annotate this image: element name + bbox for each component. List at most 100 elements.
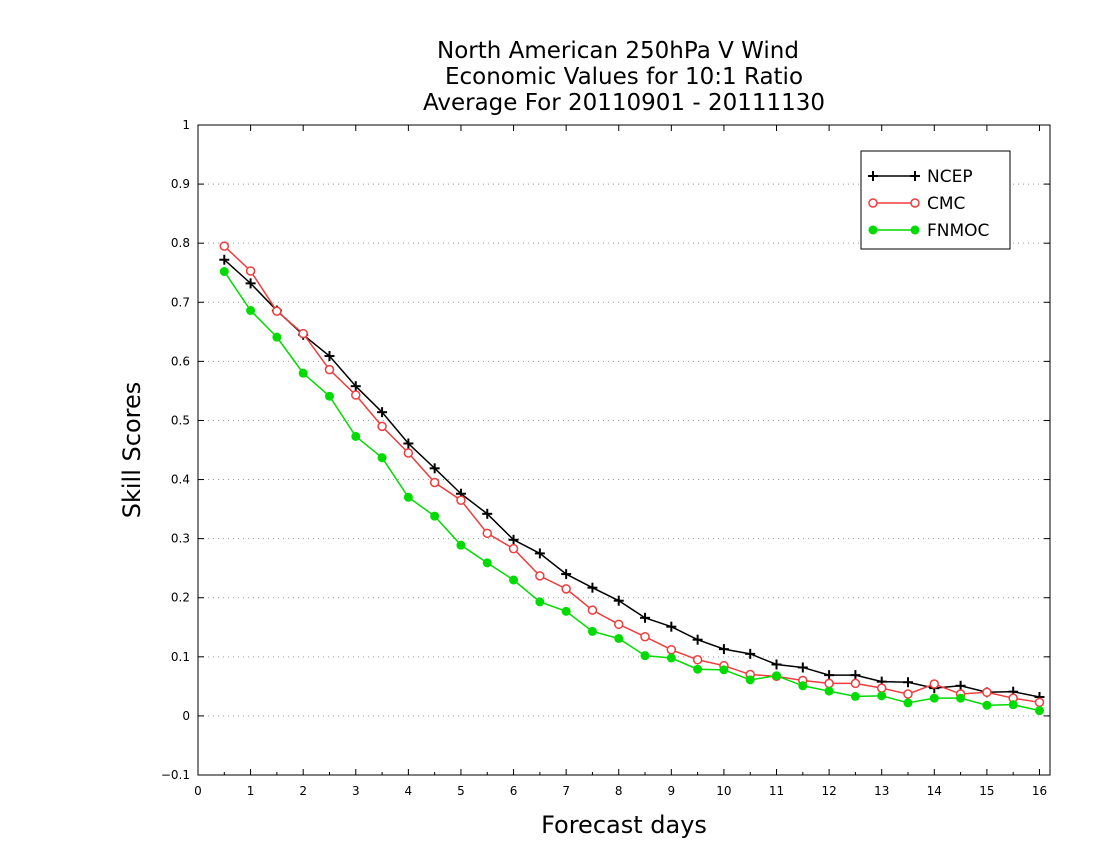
x-tick-label: 15: [979, 784, 994, 798]
legend-marker: [868, 171, 878, 181]
data-point-cmc: [929, 679, 940, 689]
data-point-ncep: [508, 534, 519, 545]
y-tick-label: 0.9: [171, 177, 190, 191]
legend-entry-cmc: CMC: [868, 194, 965, 214]
y-tick-label: 0: [182, 709, 190, 723]
y-axis-label: Skill Scores: [118, 382, 146, 519]
data-point-cmc: [245, 266, 256, 276]
y-tick-label: 0.3: [171, 532, 190, 546]
data-point-cmc: [692, 655, 703, 665]
data-point-fnmoc: [324, 391, 334, 401]
legend-marker: [910, 225, 920, 235]
x-tick-label: 4: [405, 784, 413, 798]
data-point-cmc: [824, 678, 834, 689]
legend-marker: [868, 198, 878, 208]
title-line-2: Economic Values for 10:1 Ratio: [445, 64, 803, 90]
data-point-ncep: [534, 548, 545, 559]
y-tick-label: 1: [182, 118, 190, 132]
data-point-ncep: [824, 670, 835, 681]
legend-entry-ncep: NCEP: [868, 167, 973, 187]
data-point-ncep: [245, 278, 256, 289]
data-point-cmc: [508, 543, 519, 554]
data-point-ncep: [797, 662, 808, 673]
data-point-fnmoc: [403, 492, 413, 502]
data-point-fnmoc: [850, 691, 860, 701]
legend-label-fnmoc: FNMOC: [927, 221, 989, 241]
data-point-cmc: [272, 306, 282, 316]
data-point-cmc: [850, 678, 861, 689]
data-point-fnmoc: [693, 664, 703, 674]
data-point-ncep: [587, 582, 598, 593]
data-point-fnmoc: [614, 634, 624, 643]
data-point-ncep: [350, 381, 361, 392]
data-point-fnmoc: [219, 267, 229, 277]
data-point-ncep: [403, 438, 414, 449]
data-point-fnmoc: [666, 653, 676, 663]
data-point-cmc: [403, 448, 414, 458]
x-tick-label: 0: [194, 784, 202, 798]
data-point-fnmoc: [929, 693, 939, 703]
data-point-fnmoc: [745, 675, 755, 685]
data-point-fnmoc: [351, 431, 361, 441]
data-point-fnmoc: [798, 681, 808, 691]
data-point-cmc: [351, 390, 361, 400]
data-point-fnmoc: [298, 368, 308, 378]
data-point-cmc: [324, 364, 335, 375]
data-point-ncep: [771, 659, 782, 670]
data-point-fnmoc: [1008, 700, 1018, 710]
x-tick-label: 16: [1032, 784, 1047, 798]
data-point-cmc: [561, 584, 571, 594]
series-ncep: [219, 254, 1045, 702]
data-point-fnmoc: [903, 698, 913, 708]
data-point-ncep: [324, 351, 335, 362]
legend-marker: [910, 171, 920, 181]
data-point-ncep: [692, 634, 703, 645]
data-point-cmc: [640, 631, 650, 642]
data-point-cmc: [1034, 697, 1045, 708]
legend-entry-fnmoc: FNMOC: [868, 221, 989, 241]
series-line-fnmoc: [223, 271, 1040, 712]
data-point-ncep: [745, 648, 756, 659]
x-tick-label: 5: [457, 784, 465, 798]
data-point-ncep: [561, 569, 572, 580]
x-tick-label: 13: [874, 784, 889, 798]
data-point-ncep: [219, 254, 230, 265]
y-tick-label: −0.1: [161, 768, 190, 782]
x-tick-label: 10: [716, 784, 731, 798]
data-point-cmc: [377, 421, 387, 432]
series-cmc: [219, 241, 1045, 708]
x-tick-label: 11: [769, 784, 784, 798]
data-point-fnmoc: [509, 575, 519, 585]
x-axis: 0 1 2 3 4 5 6 7 8 9 10 11 12 13 14 15 16: [194, 125, 1047, 798]
y-tick-label: 0.7: [171, 295, 190, 309]
data-point-ncep: [482, 508, 493, 519]
legend: NCEP CMC FNMOC: [860, 150, 1011, 250]
data-point-ncep: [903, 677, 913, 688]
y-tick-label: 0.5: [171, 413, 190, 427]
y-axis: −0.1 0 0.1 0.2 0.3 0.4 0.5 0.6 0.7 0.8 0.9 1: [161, 118, 1050, 782]
data-point-fnmoc: [246, 306, 256, 316]
data-point-cmc: [876, 683, 887, 693]
data-point-cmc: [903, 689, 913, 699]
series-line-cmc: [223, 245, 1040, 704]
data-point-ncep: [377, 407, 388, 418]
x-tick-label: 2: [299, 784, 307, 798]
data-point-fnmoc: [272, 332, 282, 342]
legend-label-ncep: NCEP: [927, 167, 973, 187]
series-line-ncep: [223, 259, 1040, 698]
data-point-ncep: [429, 463, 440, 474]
chart-title: North American 250hPa V Wind Economic Va…: [423, 38, 825, 116]
data-point-cmc: [298, 328, 308, 339]
data-point-cmc: [482, 528, 493, 539]
series-fnmoc: [219, 267, 1044, 716]
data-point-ncep: [640, 612, 651, 623]
data-point-fnmoc: [877, 691, 887, 701]
x-tick-label: 3: [352, 784, 360, 798]
x-tick-label: 12: [821, 784, 836, 798]
legend-marker: [910, 198, 920, 208]
x-tick-label: 1: [247, 784, 255, 798]
data-point-cmc: [535, 571, 545, 581]
data-point-fnmoc: [719, 665, 729, 675]
data-point-ncep: [850, 670, 861, 681]
